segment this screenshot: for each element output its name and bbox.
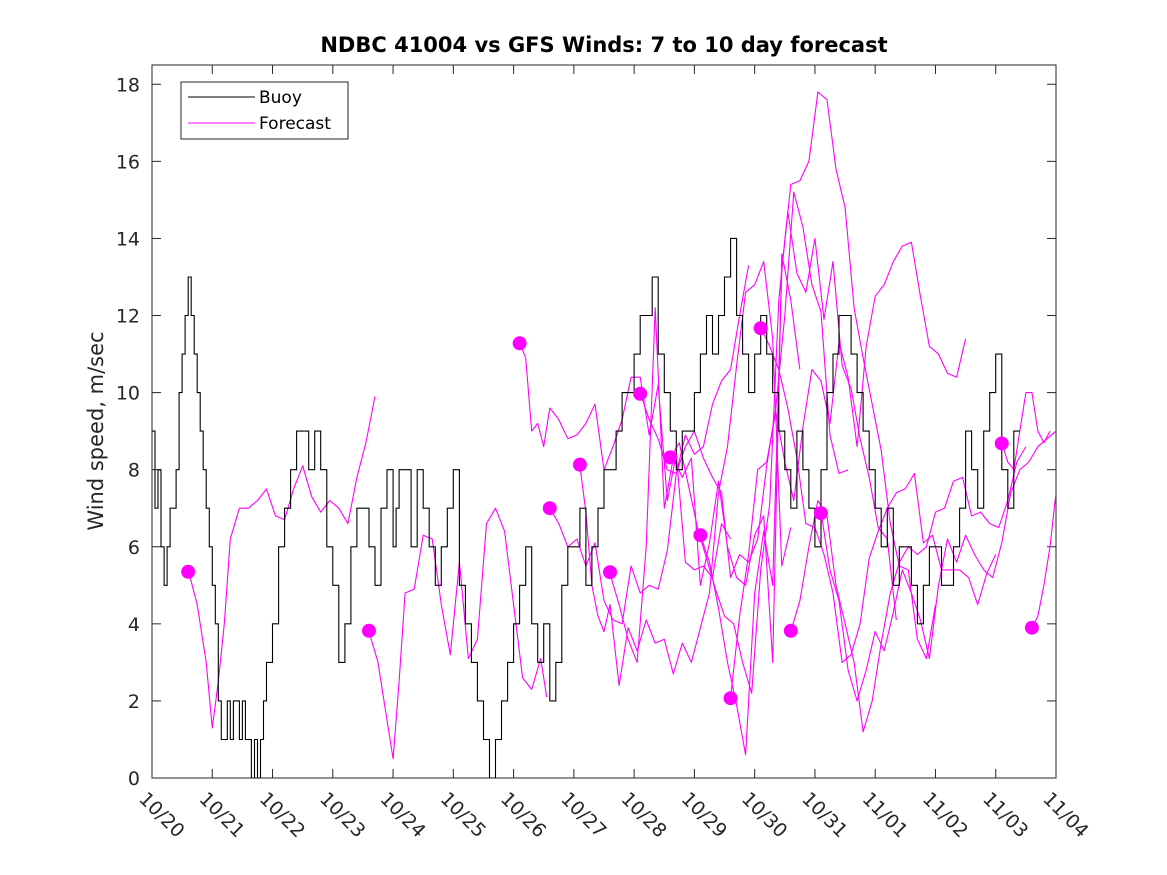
- forecast-marker: [753, 321, 768, 336]
- y-tick-label: 14: [116, 228, 140, 250]
- x-tick-label: 10/21: [195, 788, 249, 842]
- forecast-line: [579, 261, 792, 687]
- x-tick-label: 10/25: [436, 788, 490, 842]
- forecast-marker: [813, 506, 828, 521]
- forecast-line: [609, 253, 801, 663]
- forecast-line: [368, 507, 548, 760]
- x-tick-label: 11/04: [1038, 788, 1092, 842]
- forecast-marker: [603, 565, 618, 580]
- x-tick-label: 10/26: [496, 788, 550, 842]
- y-tick-label: 6: [128, 537, 140, 559]
- y-tick-label: 4: [128, 614, 140, 636]
- x-tick-label: 10/20: [134, 788, 188, 842]
- y-tick-label: 10: [116, 383, 140, 405]
- forecast-line: [1031, 492, 1056, 628]
- forecast-marker: [693, 528, 708, 543]
- forecast-marker: [994, 436, 1009, 451]
- y-tick-label: 0: [128, 768, 140, 790]
- forecast-marker: [783, 623, 798, 638]
- forecast-marker: [572, 457, 587, 472]
- forecast-marker: [1024, 620, 1039, 635]
- legend-forecast-label: Forecast: [259, 114, 331, 134]
- forecast-line: [519, 342, 732, 579]
- x-tick-label: 10/22: [255, 788, 309, 842]
- forecast-markers: [181, 321, 1039, 706]
- forecast-line: [639, 191, 849, 579]
- forecast-marker: [361, 623, 376, 638]
- y-tick-label: 2: [128, 691, 140, 713]
- y-tick-label: 18: [116, 74, 140, 96]
- forecast-line: [187, 396, 376, 729]
- x-tick-label: 10/24: [376, 788, 430, 842]
- buoy-line: [152, 237, 1020, 778]
- legend: Buoy Forecast: [180, 81, 349, 140]
- forecast-marker: [181, 564, 196, 579]
- forecast-marker: [512, 336, 527, 351]
- forecast-line: [549, 265, 750, 625]
- forecast-line: [1001, 392, 1051, 471]
- plot-area-frame: [151, 64, 1057, 779]
- legend-buoy-label: Buoy: [259, 88, 302, 108]
- x-tick-label: 11/03: [978, 788, 1032, 842]
- chart-title: NDBC 41004 vs GFS Winds: 7 to 10 day for…: [320, 33, 887, 57]
- x-tick-label: 10/29: [677, 788, 731, 842]
- forecast-line: [820, 430, 1056, 702]
- y-tick-label: 8: [128, 460, 140, 482]
- forecast-marker: [542, 501, 557, 516]
- x-tick-label: 10/28: [617, 788, 671, 842]
- buoy-series: [152, 237, 1020, 778]
- x-tick-label: 11/02: [918, 788, 972, 842]
- y-tick-label: 12: [116, 306, 140, 328]
- y-axis-label: Wind speed, m/sec: [84, 331, 108, 530]
- forecast-line: [730, 241, 967, 698]
- forecast-marker: [633, 386, 648, 401]
- x-tick-label: 10/23: [315, 788, 369, 842]
- forecast-line: [760, 326, 997, 663]
- x-tick-label: 10/27: [556, 788, 610, 842]
- forecast-marker: [663, 450, 678, 465]
- forecast-marker: [723, 691, 738, 706]
- legend-box: [180, 81, 349, 140]
- y-tick-label: 16: [116, 151, 140, 173]
- forecast-series: [187, 91, 1056, 760]
- x-tick-label: 10/30: [737, 788, 791, 842]
- forecast-line: [699, 91, 937, 756]
- x-tick-label: 10/31: [797, 788, 851, 842]
- x-tick-label: 11/01: [858, 788, 912, 842]
